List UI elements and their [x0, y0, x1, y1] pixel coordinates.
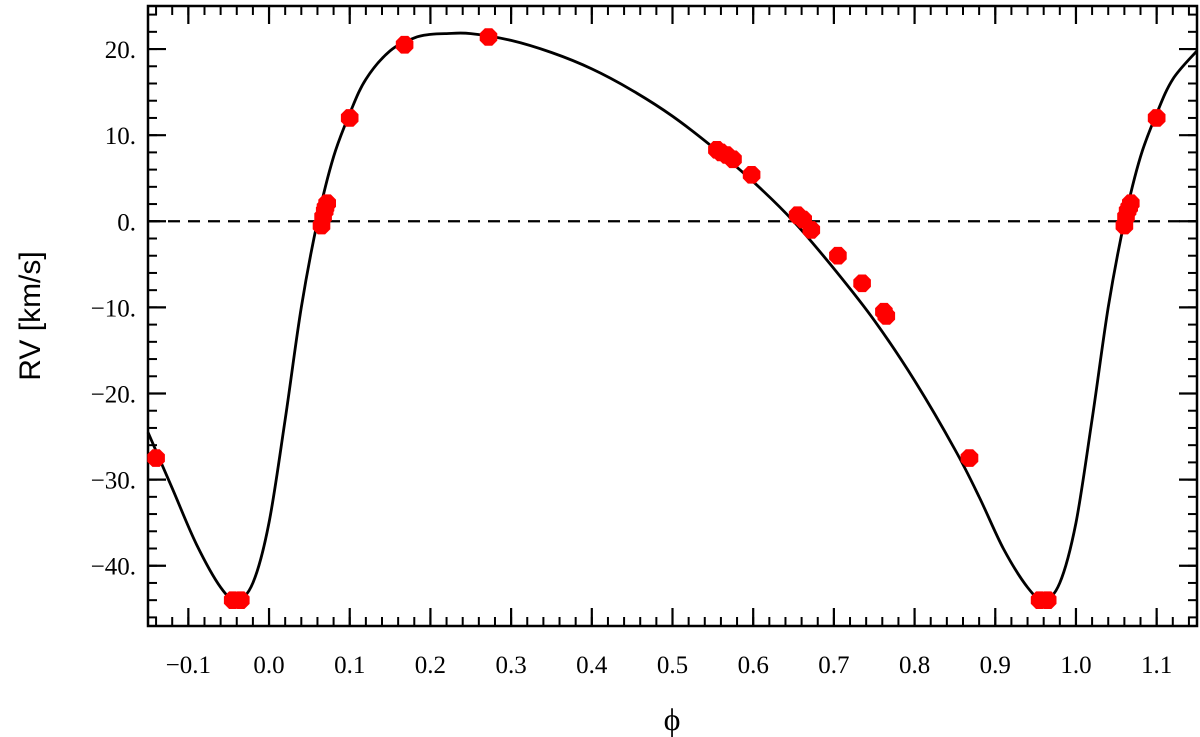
- x-axis-title: ϕ: [664, 701, 681, 737]
- x-tick-label: 0.6: [738, 652, 769, 679]
- data-point: [1147, 109, 1166, 127]
- y-tick-label: −10.: [91, 295, 136, 322]
- x-tick-label: 1.1: [1141, 652, 1172, 679]
- y-tick-label: 10.: [105, 123, 136, 150]
- y-tick-labels: 20. 10. 0. −10. −20. −30. −40.: [91, 37, 136, 581]
- data-point: [1038, 591, 1057, 609]
- data-point: [742, 166, 761, 184]
- y-tick-label: −20.: [91, 382, 136, 409]
- x-tick-label: 0.0: [253, 652, 284, 679]
- x-tick-label: 0.2: [415, 652, 446, 679]
- x-tick-label: 0.8: [899, 652, 930, 679]
- x-tick-label: 0.4: [576, 652, 608, 679]
- x-tick-label: −0.1: [166, 652, 211, 679]
- data-point: [960, 449, 979, 467]
- data-point: [479, 28, 498, 46]
- x-tick-label: 0.5: [657, 652, 688, 679]
- x-tick-label: 0.1: [334, 652, 365, 679]
- data-point: [232, 591, 250, 609]
- minor-ticks: [148, 6, 1197, 626]
- data-point: [318, 194, 336, 212]
- data-points: [147, 28, 1166, 609]
- data-point: [829, 246, 847, 265]
- data-point: [802, 221, 821, 239]
- x-tick-label: 1.0: [1060, 652, 1091, 679]
- data-point: [877, 307, 896, 325]
- y-tick-label: 20.: [105, 37, 136, 64]
- data-point: [1122, 194, 1140, 212]
- y-axis-title: RV [km/s]: [14, 251, 47, 380]
- model-curve: [146, 31, 1199, 602]
- x-tick-label: 0.9: [980, 652, 1011, 679]
- x-tick-label: 0.3: [495, 652, 526, 679]
- data-point: [395, 35, 414, 54]
- y-tick-label: −40.: [91, 554, 136, 581]
- major-ticks: [148, 6, 1197, 626]
- x-tick-label: 0.7: [818, 652, 849, 679]
- y-tick-label: −30.: [91, 468, 136, 495]
- data-point: [147, 449, 165, 467]
- plot-frame: [146, 4, 1199, 628]
- data-point: [340, 109, 359, 127]
- y-tick-label: 0.: [117, 209, 136, 236]
- data-point: [724, 150, 742, 169]
- x-tick-labels: −0.1 0.0 0.1 0.2 0.3 0.4 0.5 0.6 0.7 0.8 0.9 1.0 1.1: [166, 652, 1173, 679]
- data-point: [853, 274, 871, 293]
